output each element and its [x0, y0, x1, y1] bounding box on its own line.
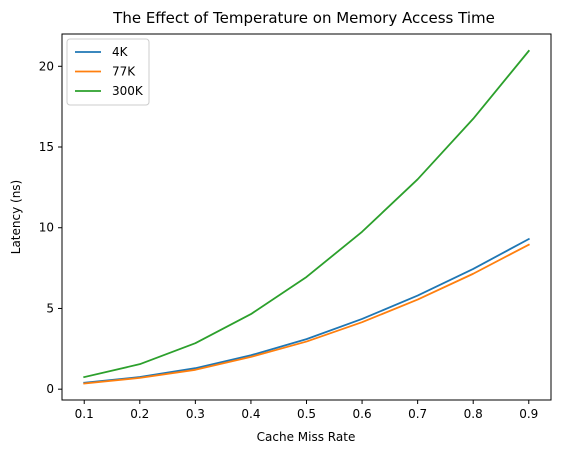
y-axis-label: Latency (ns) — [9, 180, 23, 254]
x-axis: 0.1 0.2 0.3 0.4 0.5 0.6 0.7 0.8 0.9 — [75, 400, 538, 421]
y-tick-label: 10 — [39, 221, 54, 235]
series-layer — [83, 49, 531, 385]
series-line-77k — [83, 243, 530, 385]
y-axis: 0 5 10 15 20 — [39, 59, 62, 396]
x-tick-label: 0.3 — [186, 407, 205, 421]
y-tick-label: 5 — [46, 301, 54, 315]
legend-label: 77K — [112, 65, 136, 79]
x-tick-label: 0.5 — [297, 407, 316, 421]
y-tick-label: 20 — [39, 59, 54, 73]
x-tick-label: 0.8 — [464, 407, 483, 421]
legend-label: 4K — [112, 45, 129, 59]
legend: 4K 77K 300K — [66, 38, 150, 106]
x-tick-label: 0.4 — [241, 407, 260, 421]
x-tick-label: 0.1 — [75, 407, 94, 421]
y-tick-label: 15 — [39, 140, 54, 154]
series-line-300k — [83, 49, 531, 379]
chart-title: The Effect of Temperature on Memory Acce… — [112, 9, 495, 27]
x-tick-label: 0.9 — [519, 407, 538, 421]
series-line-4k — [83, 237, 530, 384]
y-tick-label: 0 — [46, 382, 54, 396]
x-tick-label: 0.2 — [130, 407, 149, 421]
x-axis-label: Cache Miss Rate — [257, 430, 356, 444]
legend-box — [66, 38, 150, 106]
legend-label: 300K — [112, 84, 144, 98]
x-tick-label: 0.7 — [408, 407, 427, 421]
x-tick-label: 0.6 — [353, 407, 372, 421]
